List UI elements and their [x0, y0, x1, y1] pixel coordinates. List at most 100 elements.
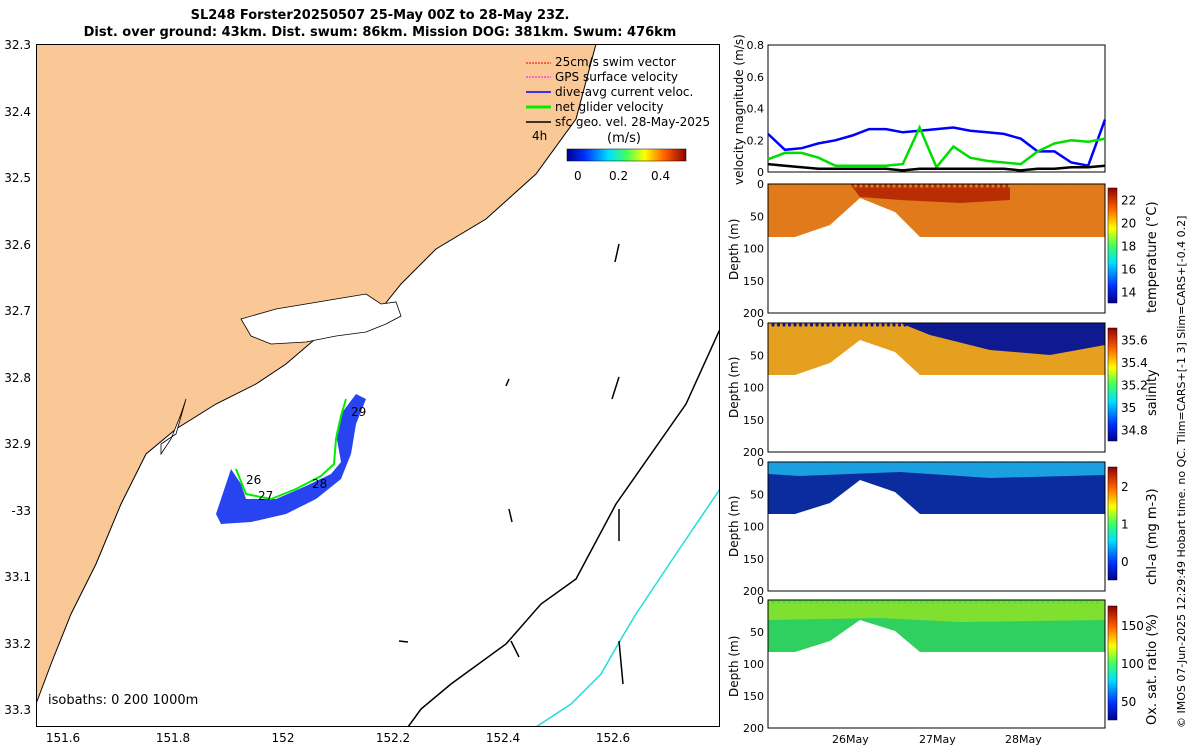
salinity-fresh-layer	[900, 323, 1105, 355]
chla-colorbar	[1107, 466, 1118, 581]
sample-dot	[925, 600, 929, 604]
sample-dot	[1029, 600, 1034, 604]
map-x-tick: 152	[271, 731, 295, 745]
depth-tick: 150	[743, 414, 764, 427]
sample-dot	[1090, 462, 1094, 466]
sample-dot	[1002, 323, 1006, 327]
sample-dot	[1046, 184, 1050, 188]
sample-dot	[793, 184, 797, 188]
day-label: 28	[312, 477, 327, 491]
map-x-tick: 152.4	[485, 731, 521, 745]
sample-dot	[936, 323, 940, 327]
sample-dot	[1079, 184, 1083, 188]
sample-dot	[952, 600, 957, 604]
salinity-label: salinity	[1145, 369, 1160, 416]
sample-dot	[996, 184, 1001, 188]
sample-dot	[991, 184, 995, 188]
sample-dot	[1035, 462, 1039, 466]
sample-dot	[947, 600, 951, 604]
sample-dot	[1073, 184, 1078, 188]
sample-dot	[831, 184, 836, 188]
sample-dot	[771, 600, 775, 604]
sample-dot	[908, 184, 913, 188]
depth-tick: 100	[743, 243, 764, 256]
sample-dot	[782, 323, 786, 327]
sample-dot	[892, 184, 896, 188]
sample-dot	[842, 323, 847, 327]
sample-dot	[985, 462, 990, 466]
sample-dot	[804, 600, 808, 604]
sample-dot	[952, 462, 957, 466]
sample-dot	[881, 462, 885, 466]
sample-dot	[787, 184, 792, 188]
sample-dot	[897, 600, 902, 604]
sample-dot	[1013, 462, 1017, 466]
sample-dot	[837, 600, 841, 604]
map-y-tick: 32.6	[4, 237, 31, 252]
sample-dot	[771, 462, 775, 466]
lake-shape	[240, 293, 402, 345]
time-tick: 28May	[1005, 733, 1042, 746]
temperature-warm-layer	[850, 184, 1010, 203]
sample-dot	[809, 184, 814, 188]
depth-tick: 100	[743, 658, 764, 671]
sample-dot	[1068, 600, 1072, 604]
sample-dot	[980, 184, 984, 188]
sample-dot	[958, 184, 962, 188]
sample-dot	[897, 462, 902, 466]
sample-dot	[809, 462, 814, 466]
sample-dot	[826, 323, 830, 327]
sample-dot	[947, 184, 951, 188]
depth-tick: 50	[750, 349, 764, 362]
sample-dot	[952, 323, 957, 327]
land-mass	[36, 44, 597, 705]
sample-dot	[853, 462, 858, 466]
depth-ylabel: Depth (m)	[727, 496, 741, 557]
sample-dot	[798, 462, 803, 466]
title-line-2: Dist. over ground: 43km. Dist. swum: 86k…	[83, 25, 677, 40]
sample-dot	[930, 600, 935, 604]
sample-dot	[831, 323, 836, 327]
sample-dot	[1024, 184, 1028, 188]
sample-dot	[1035, 323, 1039, 327]
sample-dot	[925, 184, 929, 188]
sample-dot	[864, 184, 869, 188]
sample-dot	[1018, 184, 1023, 188]
sample-dot	[914, 462, 918, 466]
sample-dot	[914, 184, 918, 188]
credit-text: © IMOS 07-Jun-2025 12:29:49 Hobart time.…	[1175, 216, 1188, 728]
depth-tick: 200	[743, 722, 764, 735]
sample-dot	[776, 323, 781, 327]
dive-avg-current-arrows	[216, 394, 366, 524]
sample-dot	[864, 600, 869, 604]
map-y-tick: 33.3	[4, 703, 31, 717]
depth-tick: 100	[743, 521, 764, 534]
colorbar-tick: 35.4	[1121, 356, 1148, 370]
depth-tick: 50	[750, 626, 764, 639]
map-y-tick: 33.2	[4, 636, 31, 651]
sample-dot	[1057, 462, 1061, 466]
sample-dot	[881, 184, 885, 188]
depth-tick: 0	[757, 178, 764, 191]
sfc-geo-velocity-arrows	[398, 243, 624, 685]
colorbar-tick: 14	[1121, 286, 1136, 300]
colorbar-tick: 100	[1121, 657, 1144, 671]
sample-dot	[820, 462, 825, 466]
sample-dot	[980, 323, 984, 327]
sample-dot	[875, 323, 880, 327]
sample-dot	[1024, 462, 1028, 466]
sample-dot	[1024, 600, 1028, 604]
map-y-tick: 32.9	[4, 437, 31, 451]
sample-dot	[831, 462, 836, 466]
sample-dot	[859, 462, 863, 466]
sample-dot	[1040, 184, 1045, 188]
sample-dot	[930, 323, 935, 327]
sample-dot	[1084, 323, 1089, 327]
sample-dot	[1013, 184, 1017, 188]
velocity-series-line	[767, 124, 1106, 170]
glider-track	[216, 394, 366, 524]
sample-dot	[886, 184, 891, 188]
sample-dot	[1013, 600, 1017, 604]
colorbar-tick: 18	[1121, 240, 1136, 254]
legend-interval: 4h	[532, 129, 547, 143]
